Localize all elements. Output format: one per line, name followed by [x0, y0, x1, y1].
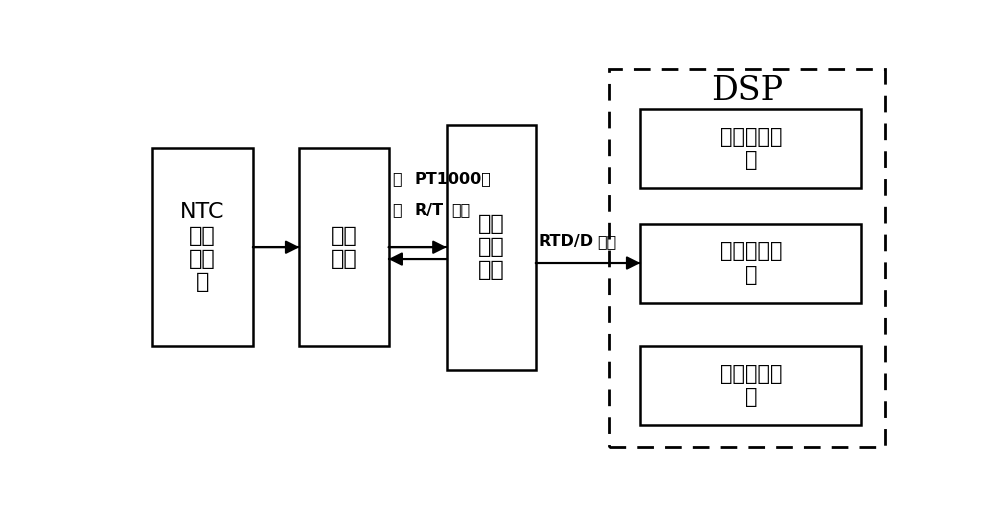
Bar: [299, 148, 388, 346]
Text: 折算: 折算: [451, 203, 471, 218]
Text: 按: 按: [392, 171, 402, 186]
Text: 温度
采样
电路: 温度 采样 电路: [478, 214, 505, 281]
Bar: [640, 346, 861, 425]
Text: NTC
温度
传感
器: NTC 温度 传感 器: [180, 203, 225, 292]
Bar: [152, 148, 253, 346]
Bar: [609, 69, 885, 447]
Text: DSP: DSP: [711, 75, 783, 107]
Bar: [447, 125, 536, 370]
Text: 温度采样滤
波: 温度采样滤 波: [720, 127, 782, 170]
Text: R/T: R/T: [414, 203, 443, 218]
Text: 性: 性: [392, 203, 402, 218]
Text: 转换: 转换: [597, 234, 616, 249]
Text: 外并
电阻: 外并 电阻: [331, 226, 357, 269]
Text: RTD/D: RTD/D: [538, 234, 593, 249]
Text: 温度曲线拟
合: 温度曲线拟 合: [720, 242, 782, 285]
Bar: [640, 109, 861, 188]
Text: 温度采样校
准: 温度采样校 准: [720, 364, 782, 407]
Text: PT1000特: PT1000特: [414, 171, 491, 186]
Bar: [640, 224, 861, 303]
